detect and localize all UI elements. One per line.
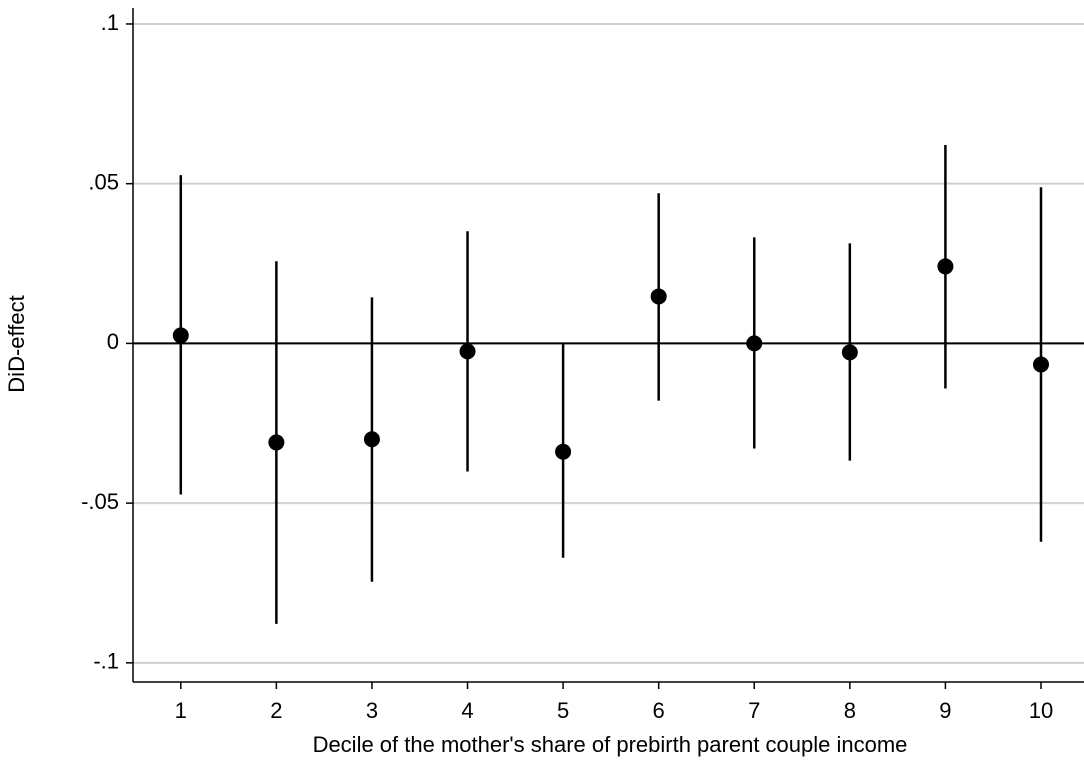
x-tick-label: 2: [270, 698, 282, 723]
y-tick-label: -.1: [93, 649, 119, 674]
point: [1032, 356, 1049, 373]
point: [650, 288, 667, 305]
y-tick-label: -.05: [81, 489, 119, 514]
y-axis-label: DiD-effect: [4, 295, 29, 392]
point: [937, 258, 954, 275]
x-tick-label: 7: [748, 698, 760, 723]
point: [746, 335, 763, 352]
x-tick-label: 10: [1029, 698, 1053, 723]
point: [459, 343, 476, 360]
x-tick-label: 8: [844, 698, 856, 723]
x-tick-label: 9: [939, 698, 951, 723]
x-tick-label: 3: [366, 698, 378, 723]
point: [363, 431, 380, 448]
x-tick-label: 4: [461, 698, 473, 723]
point: [172, 327, 189, 344]
point: [268, 434, 285, 451]
x-tick-label: 1: [175, 698, 187, 723]
x-tick-label: 5: [557, 698, 569, 723]
y-tick-label: .1: [101, 10, 119, 35]
point: [841, 344, 858, 361]
y-tick-label: 0: [107, 329, 119, 354]
point: [555, 443, 572, 460]
x-tick-label: 6: [653, 698, 665, 723]
x-axis-label: Decile of the mother's share of prebirth…: [313, 732, 908, 757]
y-tick-label: .05: [88, 169, 119, 194]
